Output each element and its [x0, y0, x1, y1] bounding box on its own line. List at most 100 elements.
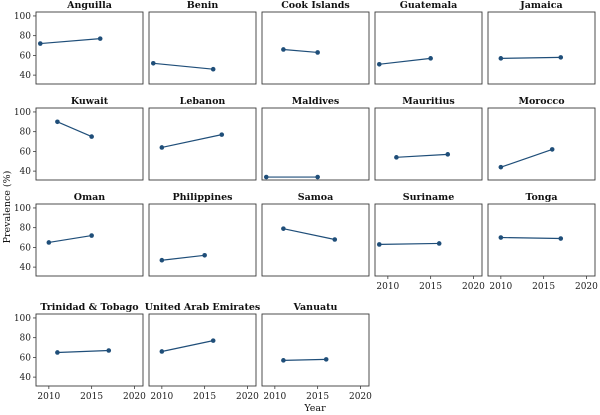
- x-tick-label: 2015: [532, 282, 555, 292]
- data-point: [315, 174, 320, 180]
- panel-frame: [35, 313, 144, 387]
- series-line: [153, 62, 214, 70]
- panel-title: Philippines: [172, 192, 232, 203]
- series-line: [48, 234, 92, 244]
- x-tick-label: 2020: [236, 392, 259, 402]
- data-point: [159, 145, 165, 150]
- panel-title: Oman: [74, 192, 105, 203]
- y-tick-label: 60: [20, 51, 32, 61]
- panel-frame: [148, 107, 257, 181]
- panel-title: Cook Islands: [281, 0, 350, 11]
- panel-benin: Benin: [148, 0, 257, 85]
- panel-title: Kuwait: [71, 96, 109, 107]
- panels-group: Anguilla 40 60 80 100 Benin Cook Islands Guatem…: [14, 0, 598, 402]
- series-line: [500, 56, 561, 59]
- panel-tonga: Tonga 2010 2015 2020: [487, 192, 598, 292]
- y-tick-label: 100: [14, 12, 31, 22]
- y-tick-label: 40: [20, 167, 32, 177]
- data-point: [89, 233, 94, 238]
- y-tick-label: 100: [14, 108, 31, 118]
- data-point: [89, 134, 94, 139]
- data-point: [106, 348, 112, 353]
- x-tick-label: 2015: [419, 282, 442, 292]
- data-point: [558, 236, 564, 241]
- data-point: [281, 226, 286, 231]
- data-point: [46, 240, 52, 245]
- series-line: [40, 38, 101, 45]
- panel-oman: Oman 40 60 80 100: [14, 192, 144, 277]
- y-tick-label: 100: [14, 204, 31, 214]
- y-tick-label: 80: [20, 32, 32, 42]
- data-point: [498, 235, 504, 240]
- x-tick-label: 2020: [462, 282, 485, 292]
- data-point: [150, 60, 156, 66]
- panel-title: Tonga: [525, 192, 557, 203]
- x-tick-label: 2010: [263, 392, 286, 402]
- panel-title: United Arab Emirates: [145, 302, 261, 313]
- series-line: [161, 340, 214, 353]
- data-point: [37, 41, 43, 46]
- panel-title: Trinidad & Tobago: [40, 302, 138, 313]
- y-tick-label: 60: [20, 353, 32, 363]
- y-tick-label: 40: [20, 263, 32, 273]
- x-tick-label: 2020: [349, 392, 372, 402]
- y-tick-label: 80: [20, 128, 32, 138]
- panel-frame: [487, 11, 596, 85]
- data-point: [428, 56, 433, 61]
- panel-samoa: Samoa: [261, 192, 370, 277]
- data-point: [445, 152, 451, 157]
- series-line: [161, 134, 222, 149]
- panel-jamaica: Jamaica: [487, 0, 596, 85]
- panel-frame: [35, 11, 144, 85]
- data-point: [436, 241, 442, 246]
- data-point: [558, 55, 564, 60]
- data-point: [498, 164, 504, 170]
- x-tick-label: 2010: [37, 392, 60, 402]
- panel-title: Maldives: [292, 96, 339, 107]
- panel-suriname: Suriname 2010 2015 2020: [374, 192, 485, 292]
- series-line: [57, 121, 92, 138]
- y-tick-label: 40: [20, 373, 32, 383]
- data-point: [498, 56, 504, 61]
- panel-title: Benin: [187, 0, 219, 11]
- panel-frame: [261, 203, 370, 277]
- series-line: [57, 349, 109, 354]
- series-line: [500, 236, 561, 240]
- series-line: [283, 48, 318, 54]
- x-tick-label: 2015: [80, 392, 103, 402]
- panel-frame: [148, 11, 257, 85]
- panel-title: Jamaica: [519, 0, 562, 11]
- panel-frame: [374, 107, 483, 181]
- panel-lebanon: Lebanon: [148, 96, 257, 181]
- data-point: [210, 66, 216, 72]
- series-line: [283, 358, 327, 361]
- series-line: [379, 242, 440, 246]
- data-point: [159, 257, 165, 263]
- panel-frame: [148, 203, 257, 277]
- x-tick-label: 2010: [489, 282, 512, 292]
- panel-mauritius: Mauritius: [374, 96, 483, 181]
- panel-vanuatu: Vanuatu 2010 2015 2020: [261, 302, 372, 402]
- panel-trinidad-tobago: Trinidad & Tobago 40 60 80 100 2010 2015 2020: [14, 302, 146, 402]
- data-point: [281, 358, 286, 363]
- y-tick-label: 80: [20, 224, 32, 234]
- data-point: [281, 47, 286, 52]
- data-point: [159, 349, 165, 354]
- y-axis-title: Prevalence (%): [2, 171, 13, 244]
- data-point: [394, 155, 399, 160]
- panel-philippines: Philippines: [148, 192, 257, 277]
- panel-frame: [487, 107, 596, 181]
- panel-guatemala: Guatemala: [374, 0, 483, 85]
- panel-title: Morocco: [518, 96, 564, 107]
- panel-frame: [261, 107, 370, 181]
- x-tick-label: 2010: [376, 282, 399, 292]
- data-point: [55, 119, 60, 125]
- x-tick-label: 2020: [123, 392, 146, 402]
- x-tick-label: 2015: [193, 392, 216, 402]
- panel-frame: [487, 203, 596, 277]
- series-line: [396, 153, 448, 158]
- data-point: [263, 174, 269, 180]
- x-tick-label: 2010: [150, 392, 173, 402]
- data-point: [376, 61, 382, 67]
